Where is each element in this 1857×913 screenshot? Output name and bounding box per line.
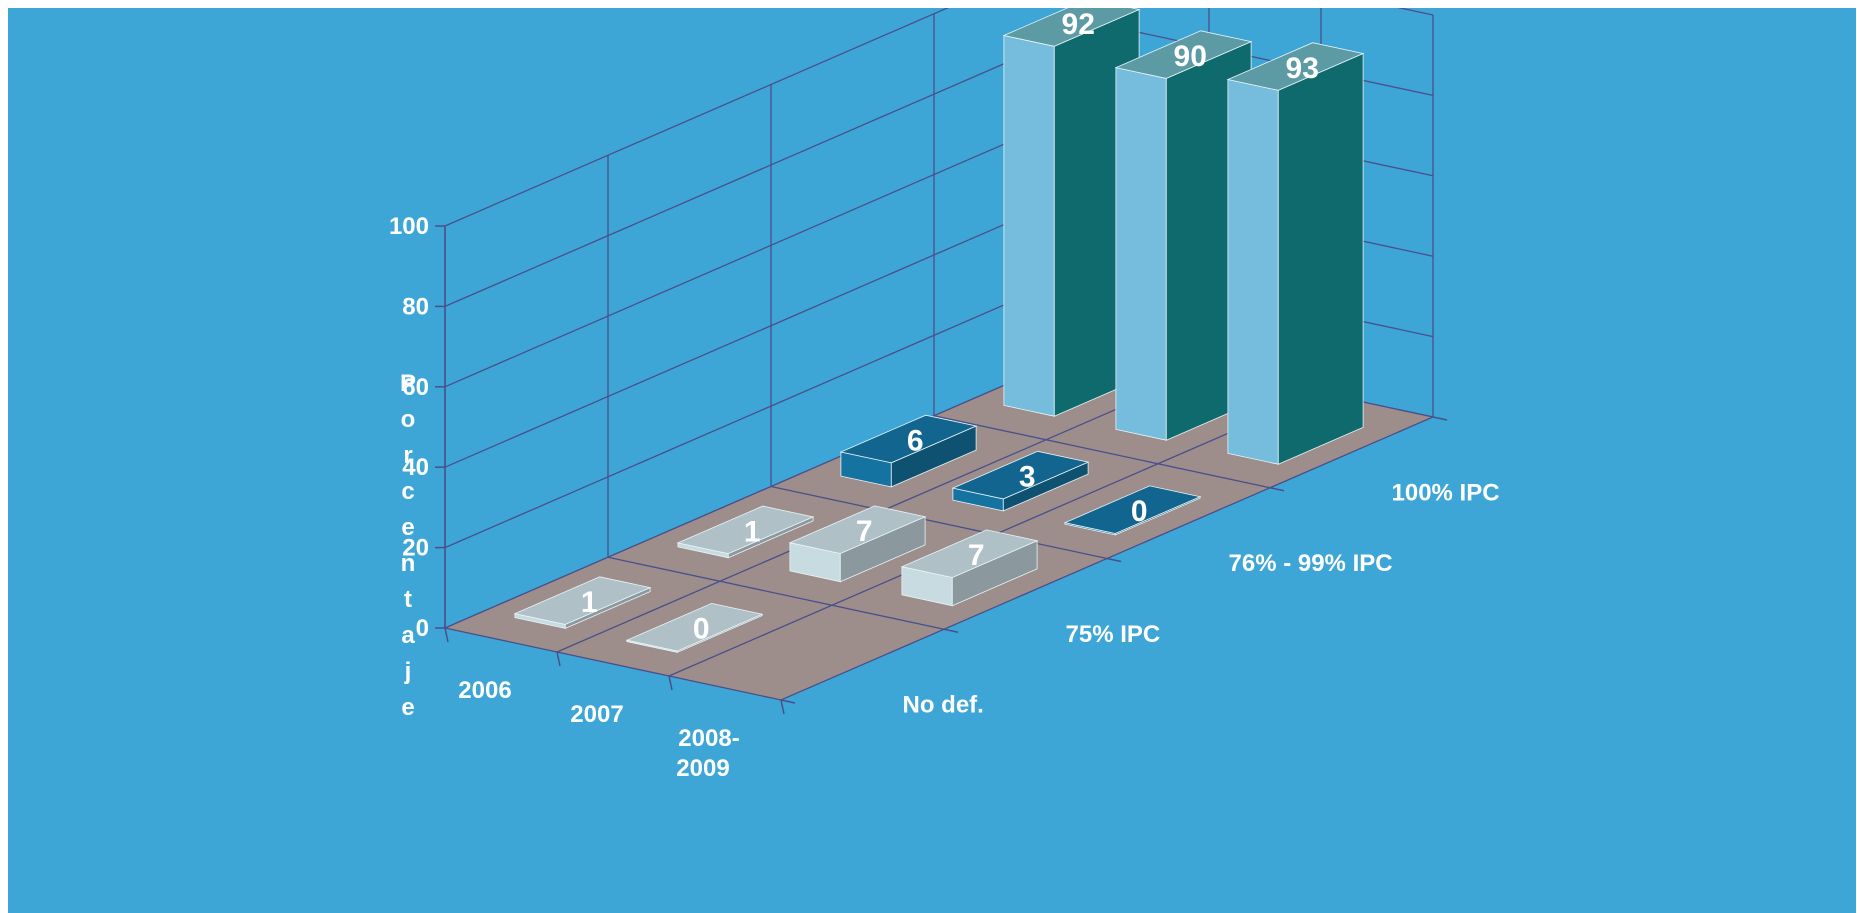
depth-tick-mark	[1106, 557, 1122, 563]
x-tick-label: 2008-2009	[676, 725, 739, 782]
bar-top-face	[625, 602, 764, 652]
bar-top-face	[839, 414, 978, 464]
bar-76-99-ipc-2008-2009: 0	[1063, 485, 1202, 536]
bar-75-ipc-2008-2009: 7	[900, 529, 1039, 607]
y-tick-label: 100	[389, 213, 429, 240]
bar-76-99-ipc-2006: 6	[839, 414, 978, 488]
bar-front-face	[1115, 67, 1167, 441]
series-label-100-ipc: 100% IPC	[1392, 479, 1500, 506]
series-label-no-def: No def.	[903, 692, 984, 719]
bar-top-face	[788, 505, 927, 554]
bar-top-face	[951, 450, 1090, 500]
bar-data-label: 92	[1062, 8, 1095, 41]
depth-tick-mark	[1269, 487, 1285, 492]
floor-gridline	[770, 485, 1108, 560]
bar-no-def-2006: 1	[513, 576, 652, 630]
bar-top-face	[1002, 8, 1141, 47]
bar-data-label: 0	[1131, 495, 1148, 528]
y-tick-label: 40	[402, 454, 429, 481]
bar-100-ipc-2008-2009: 93	[1226, 42, 1365, 465]
depth-tick-mark	[780, 699, 796, 704]
floor-gridline	[607, 556, 945, 630]
bar-data-label: 1	[581, 586, 598, 619]
x-tick-label: 2007	[570, 701, 623, 728]
bar-front-face	[1227, 79, 1279, 465]
bar-top-face	[1114, 30, 1253, 79]
bar-no-def-2007: 0	[625, 602, 764, 654]
floor-gridline	[933, 415, 1271, 489]
bar-data-label: 7	[856, 515, 873, 548]
y-tick-label: 60	[402, 374, 429, 401]
gridline	[444, 8, 1434, 227]
depth-tick-mark	[1432, 416, 1448, 421]
bar-top-face	[1063, 485, 1202, 534]
bar-data-label: 90	[1174, 40, 1207, 73]
x-tick-label: 2006	[458, 677, 511, 704]
bar-data-label: 3	[1019, 461, 1036, 494]
bar-75-ipc-2007: 7	[788, 505, 927, 583]
bar-76-99-ipc-2007: 3	[951, 450, 1090, 512]
x-tick-mark	[556, 651, 561, 667]
bar-data-label: 7	[968, 539, 985, 572]
x-tick-mark	[444, 627, 449, 643]
x-tick-mark	[668, 675, 673, 691]
x-tick-mark	[780, 699, 785, 715]
y-tick-label: 80	[402, 293, 429, 320]
y-tick-label: 0	[416, 615, 429, 642]
bar-data-label: 6	[907, 424, 924, 457]
bar-top-face	[1226, 42, 1365, 91]
bar-data-label: 1	[744, 515, 761, 548]
bar-data-label: 0	[693, 613, 710, 646]
bar-front-face	[1003, 35, 1055, 417]
series-label-76-99-ipc: 76% - 99% IPC	[1229, 550, 1393, 577]
bar-side-face	[1277, 52, 1364, 465]
depth-tick-mark	[943, 628, 959, 633]
y-tick-label: 20	[402, 535, 429, 562]
bar-top-face	[676, 505, 815, 555]
bar-top-face	[513, 576, 652, 625]
bar-top-face	[900, 529, 1039, 578]
bar-75-ipc-2006: 1	[676, 505, 815, 559]
chart-area: 92 90 93 6 3 0 1 7 7 1 0 0 20 40 60 80 100 2006 2007 2008-…	[8, 8, 1856, 913]
series-label-75-ipc: 75% IPC	[1066, 621, 1161, 648]
chart-svg: 92 90 93 6 3 0 1 7 7 1 0 0 20 40 60 80 100 2006 2007 2008-…	[389, 8, 1500, 782]
chart-bars: 92 90 93 6 3 0 1 7 7 1 0	[513, 8, 1365, 654]
bar-data-label: 93	[1286, 52, 1319, 85]
